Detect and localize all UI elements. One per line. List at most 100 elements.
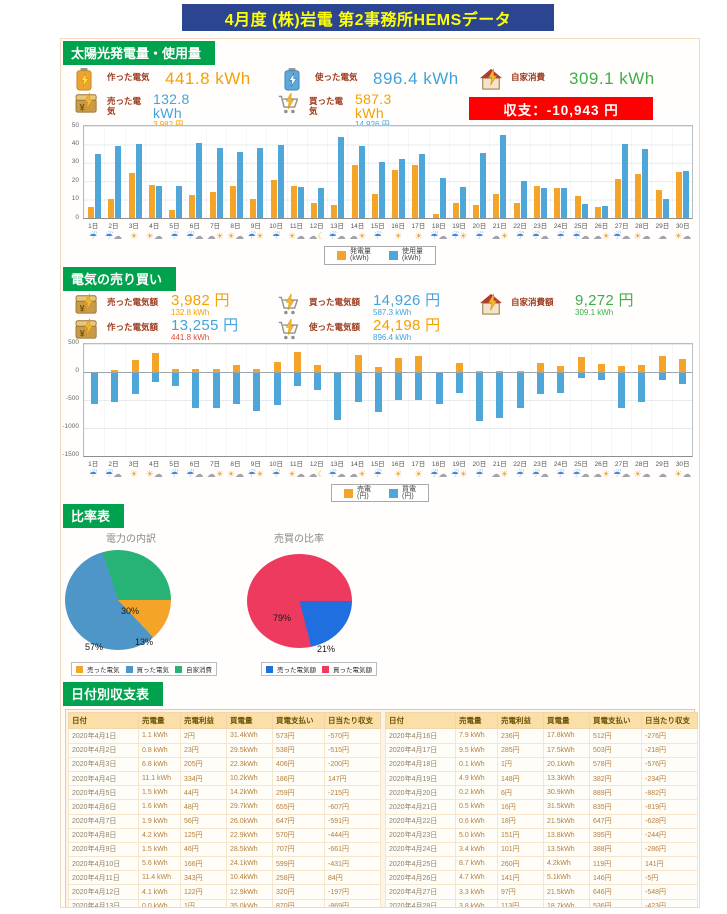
pie-title-power-breakdown: 電力の内訳 xyxy=(106,534,156,546)
value-cell: 655円 xyxy=(272,799,325,815)
x-axis-label: 27日 xyxy=(614,223,629,230)
x-axis-label: 19日 xyxy=(452,223,466,230)
value-cell: 20.1kWh xyxy=(543,756,590,772)
stat-label: 売った電気 xyxy=(107,96,142,116)
value-cell: 141円 xyxy=(641,856,698,872)
value-cell: 12.9kWh xyxy=(226,884,273,900)
pie-title-trade-ratio: 売買の比率 xyxy=(274,534,324,546)
value-cell: 4.2kWh xyxy=(543,856,590,872)
weather-icon-rain-cloud: ☔☁ xyxy=(531,231,549,241)
day-column xyxy=(84,343,104,456)
generation-bar xyxy=(351,164,358,218)
weather-icon-sun-cloud: ☀☁ xyxy=(287,468,305,479)
value-cell: 18.7kWh xyxy=(543,898,590,907)
date-cell: 2020年4月26日 xyxy=(385,870,456,886)
stat-subvalue: 132.8 kWh xyxy=(171,307,210,317)
usage-bar xyxy=(622,144,629,218)
weather-icon-sun-cloud: ☀☁ xyxy=(145,468,163,479)
table-row: 2020年4月28日 3.8 kWh 113円 18.7kWh 536円 -423円 xyxy=(385,898,698,907)
value-cell: -576円 xyxy=(641,756,698,772)
buy-bar xyxy=(91,371,99,404)
value-cell: 18円 xyxy=(497,813,544,829)
buy-bar xyxy=(111,371,119,402)
x-axis-label: 8日 xyxy=(230,223,241,230)
table-row: 2020年4月16日 7.9 kWh 236円 17.8kWh 512円 -276円 xyxy=(385,728,698,744)
value-cell: -5円 xyxy=(641,870,698,886)
weather-icon-sun: ☀ xyxy=(129,231,138,241)
buy-bar xyxy=(638,371,646,402)
sell-bar xyxy=(253,369,261,372)
buy-bar xyxy=(273,371,281,406)
value-cell: -819円 xyxy=(641,799,698,815)
chart-legend: 売電 (円) 買電 (円) xyxy=(331,483,429,503)
day-column xyxy=(448,343,469,456)
day-column xyxy=(144,343,165,456)
buy-bar xyxy=(577,371,585,379)
weather-icon-rain: ☔ xyxy=(272,231,281,241)
day-column xyxy=(165,343,185,456)
usage-bar xyxy=(338,137,345,218)
x-axis-label: 11日 xyxy=(289,223,304,230)
table-row: 2020年4月1日 1.1 kWh 2円 31.4kWh 573円 -570円 xyxy=(68,728,381,744)
weather-icon-rain-sun: ☔☀ xyxy=(450,231,468,241)
section-header-solar: 太陽光発電量・使用量 xyxy=(63,41,216,65)
value-cell: -548円 xyxy=(641,884,698,900)
weather-icon-rain-cloud: ☔☁ xyxy=(531,468,549,479)
usage-bar xyxy=(480,152,487,218)
generation-usage-chart: 0 10 20 30 40 50 xyxy=(61,122,699,221)
table-row: 2020年4月17日 9.5 kWh 285円 17.5kWh 503円 -218円 xyxy=(385,742,698,758)
x-axis-label: 18日 xyxy=(431,223,446,230)
value-cell: 147円 xyxy=(324,770,381,787)
value-cell: -431円 xyxy=(324,856,381,872)
date-cell: 2020年4月6日 xyxy=(68,799,139,815)
usage-bar xyxy=(601,206,608,218)
day-column xyxy=(165,126,185,218)
generation-bar xyxy=(533,185,540,218)
weather-icon-cloud-sun: ☁☀ xyxy=(348,231,366,241)
stat-value: 132.8 kWh xyxy=(153,91,190,121)
table-row: 2020年4月24日 3.4 kWh 101円 13.5kWh 388円 -286円 xyxy=(385,841,698,858)
value-cell: -234円 xyxy=(641,770,698,787)
x-axis-label: 6日 xyxy=(189,223,200,230)
value-cell: 570円 xyxy=(272,827,325,843)
daily-table-right: 日付 売電量 売電利益 買電量 買電支払い 日当たり収支 2020年4月16日 7.9 kW… xyxy=(385,712,698,907)
value-cell: 17.8kWh xyxy=(543,728,590,744)
value-cell: 707円 xyxy=(272,841,325,858)
generation-bar xyxy=(169,209,176,218)
usage-bar xyxy=(257,148,264,218)
value-cell: 406円 xyxy=(272,756,325,772)
stat-label: 買った電気額 xyxy=(309,296,361,307)
value-cell: 205円 xyxy=(180,756,227,772)
generation-bar xyxy=(88,206,95,218)
legend-item: 買電 (円) xyxy=(389,486,416,501)
x-axis-label: 5日 xyxy=(169,223,180,230)
value-cell: 29.7kWh xyxy=(226,799,273,815)
legend-item: 売った電気額 xyxy=(266,664,316,674)
x-axis-label: 12日 xyxy=(309,223,324,230)
x-axis-label: 28日 xyxy=(635,460,649,468)
table-row: 2020年4月4日 11.1 kWh 334円 10.2kWh 186円 147円 xyxy=(68,770,381,787)
generation-bar xyxy=(513,203,520,218)
x-axis-label: 20日 xyxy=(472,223,487,230)
power-breakdown-pie xyxy=(65,550,171,651)
x-axis-label: 25日 xyxy=(574,223,588,230)
value-cell: 141円 xyxy=(497,870,544,886)
value-cell: -444円 xyxy=(324,827,381,843)
value-cell: 258円 xyxy=(272,870,325,886)
generation-bar xyxy=(473,205,480,218)
stat-value: 309.1 kWh xyxy=(569,69,655,88)
usage-bar xyxy=(561,187,568,218)
x-axis-label: 26日 xyxy=(594,223,609,230)
legend-item: 自家消費 xyxy=(175,664,212,674)
weather-icon-sun-cloud: ☀☁ xyxy=(226,231,244,241)
day-column xyxy=(266,343,286,456)
legend-item: 発電量 (kWh) xyxy=(337,248,371,263)
generation-bar xyxy=(331,205,338,218)
value-cell: 0.5 kWh xyxy=(455,799,498,815)
value-cell: 6.8 kWh xyxy=(138,756,181,772)
usage-bar xyxy=(662,198,669,218)
stat-label: 使った電気 xyxy=(315,72,358,82)
battery-blue-icon xyxy=(283,68,309,96)
value-cell: 835円 xyxy=(589,799,642,815)
value-cell: 122円 xyxy=(180,884,227,900)
